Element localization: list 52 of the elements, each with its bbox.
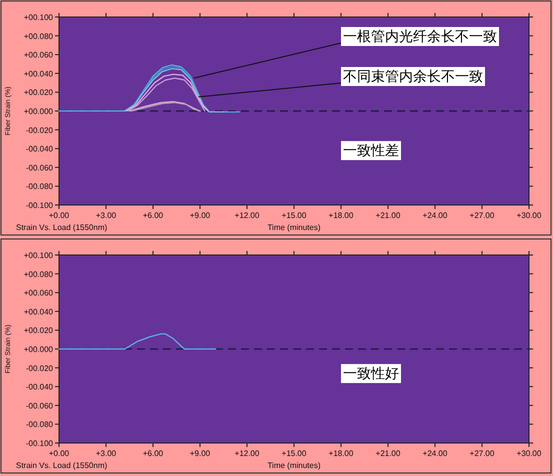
x-tick-label: +3.00 <box>96 211 117 220</box>
y-tick-label: -00.060 <box>26 163 54 172</box>
y-tick-label: -00.100 <box>26 201 54 210</box>
annotation: 一根管内光纤余长不一致 <box>343 28 497 44</box>
x-tick-label: +6.00 <box>142 449 164 458</box>
x-tick-label: +24.00 <box>422 449 448 458</box>
y-tick-label: -00.060 <box>26 401 54 410</box>
x-tick-label: +30.00 <box>516 449 542 458</box>
y-tick-label: +00.020 <box>24 326 54 336</box>
x-tick-label: +12.00 <box>234 449 260 458</box>
y-tick-label: -00.080 <box>26 420 54 430</box>
y-tick-label: +00.000 <box>24 107 54 116</box>
y-tick-label: +00.020 <box>24 88 54 98</box>
x-tick-label: +6.00 <box>142 211 164 220</box>
y-tick-label: +00.000 <box>24 345 54 354</box>
y-tick-label: +00.100 <box>24 13 54 22</box>
y-tick-label: +00.080 <box>24 32 54 41</box>
x-tick-label: +18.00 <box>328 449 354 458</box>
annotation: 一致性好 <box>343 365 399 382</box>
x-tick-label: +27.00 <box>470 211 495 220</box>
y-tick-label: +00.040 <box>24 69 54 78</box>
x-tick-label: +9.00 <box>190 211 211 220</box>
y-tick-label: -00.020 <box>26 364 54 373</box>
y-tick-label: +00.060 <box>24 50 54 60</box>
x-tick-label: +30.00 <box>516 211 542 220</box>
y-tick-label: -00.040 <box>26 382 54 392</box>
x-tick-label: +18.00 <box>328 211 354 220</box>
x-tick-label: +0.00 <box>48 211 70 220</box>
y-tick-label: -00.040 <box>26 144 54 154</box>
text: Strain Vs. Load (1550nm) <box>16 223 108 232</box>
x-tick-label: +3.00 <box>96 449 117 458</box>
x-tick-label: +15.00 <box>282 211 307 220</box>
annotation: 不同束管内余长不一致 <box>343 68 483 84</box>
x-tick-label: +0.00 <box>48 449 70 458</box>
x-tick-label: +9.00 <box>190 449 211 458</box>
x-axis-title: Time (minutes) <box>267 461 321 470</box>
x-tick-label: +15.00 <box>282 449 307 458</box>
x-tick-label: +24.00 <box>422 211 448 220</box>
x-axis-title: Time (minutes) <box>267 223 321 232</box>
y-tick-label: -00.080 <box>26 182 54 192</box>
text: Strain Vs. Load (1550nm) <box>16 461 108 470</box>
y-tick-label: +00.040 <box>24 307 54 316</box>
annotation: 一致性差 <box>343 142 399 158</box>
x-tick-label: +27.00 <box>470 449 495 458</box>
y-tick-label: +00.100 <box>24 251 54 260</box>
y-tick-label: -00.020 <box>26 126 54 135</box>
y-tick-label: -00.100 <box>26 439 54 448</box>
x-tick-label: +12.00 <box>234 211 260 220</box>
y-tick-label: +00.060 <box>24 288 54 298</box>
y-tick-label: +00.080 <box>24 270 54 279</box>
x-tick-label: +21.00 <box>376 449 401 458</box>
x-tick-label: +21.00 <box>376 211 401 220</box>
